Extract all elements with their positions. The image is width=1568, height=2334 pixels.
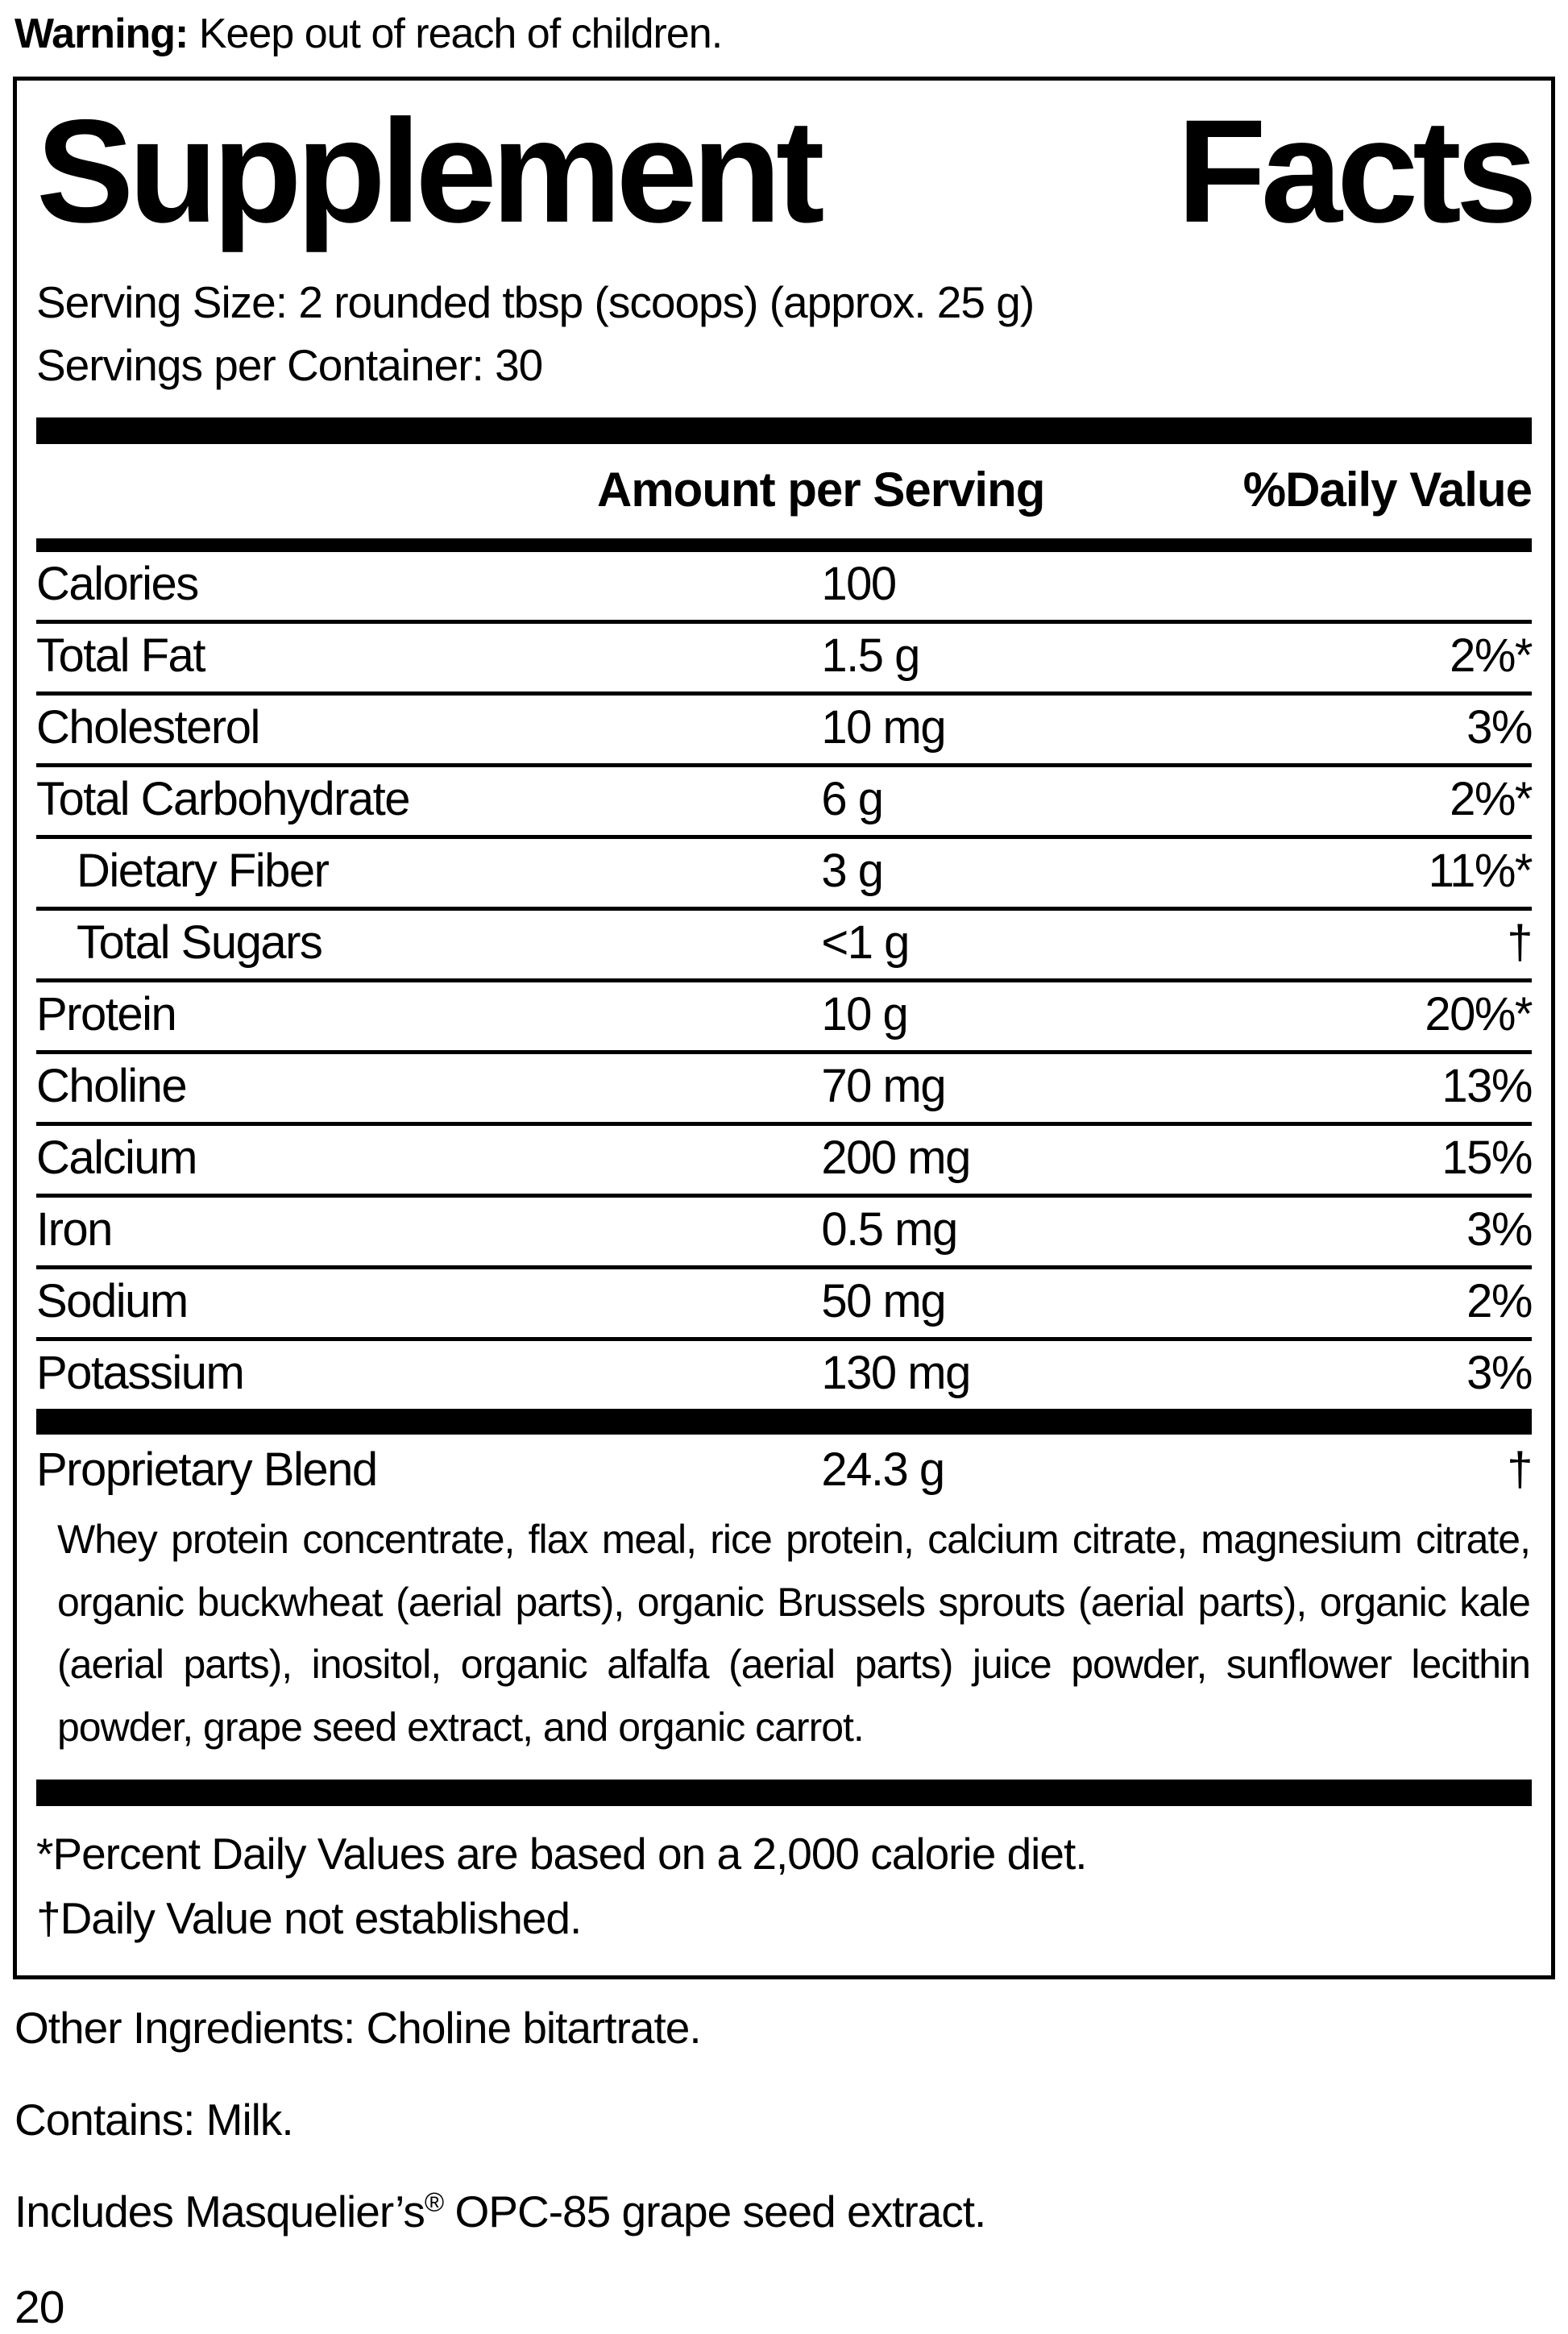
includes-suffix: OPC-85 grape seed extract.: [443, 2186, 987, 2236]
registered-trademark-symbol: ®: [424, 2187, 444, 2217]
nutrient-daily-value: 2%: [1466, 1275, 1533, 1327]
nutrient-row: Cholesterol 10 mg 3%: [36, 696, 1533, 767]
nutrient-daily-value: 15%: [1441, 1132, 1533, 1184]
nutrient-daily-value: 11%*: [1428, 845, 1533, 897]
column-header-daily-value: %Daily Value: [1242, 463, 1533, 517]
contains-line: Contains: Milk.: [15, 2094, 294, 2145]
nutrient-amount: 70 mg: [821, 1060, 946, 1112]
nutrient-row: Total Fat 1.5 g 2%*: [36, 624, 1533, 696]
divider-bar-under-header: [36, 538, 1532, 552]
servings-per-container-line: Servings per Container: 30: [36, 339, 543, 390]
nutrient-amount: 0.5 mg: [821, 1203, 958, 1256]
panel-title: Supplement Facts: [36, 89, 1537, 254]
nutrient-daily-value: 3%: [1466, 701, 1533, 754]
nutrient-amount: 50 mg: [821, 1275, 946, 1327]
below-panel-text: Other Ingredients: Choline bitartrate. C…: [13, 2002, 1555, 2334]
nutrient-label: Dietary Fiber: [77, 845, 330, 897]
nutrient-rows: Calories 100 Total Fat 1.5 g 2%* Cholesterol 1…: [36, 552, 1533, 1409]
nutrient-amount: 6 g: [821, 773, 884, 825]
nutrient-amount: 100: [821, 558, 897, 610]
nutrient-label: Total Carbohydrate: [36, 773, 411, 825]
divider-bar-thick-bottom: [36, 1780, 1532, 1806]
nutrient-daily-value: †: [1507, 916, 1533, 969]
includes-line: Includes Masquelier’s® OPC-85 grape seed…: [15, 2186, 1555, 2237]
nutrient-daily-value: 3%: [1466, 1203, 1533, 1256]
page-number: 20: [15, 2281, 64, 2333]
proprietary-blend-amount: 24.3 g: [821, 1443, 945, 1496]
nutrient-amount: 10 g: [821, 988, 908, 1040]
nutrient-amount: 200 mg: [821, 1132, 971, 1184]
nutrient-daily-value: 20%*: [1425, 988, 1533, 1040]
nutrient-label: Iron: [36, 1203, 113, 1256]
nutrient-label: Choline: [36, 1060, 188, 1112]
serving-size-line: Serving Size: 2 rounded tbsp (scoops) (a…: [36, 276, 1035, 327]
nutrient-label: Cholesterol: [36, 701, 260, 754]
nutrient-label: Sodium: [36, 1275, 189, 1327]
column-header-amount: Amount per Serving: [597, 463, 1045, 517]
nutrient-daily-value: 2%*: [1450, 773, 1533, 825]
warning-text: Keep out of reach of children.: [188, 10, 723, 57]
nutrient-daily-value: 3%: [1466, 1347, 1533, 1399]
nutrient-row: Total Sugars <1 g †: [36, 911, 1533, 982]
nutrient-label: Calories: [36, 558, 199, 610]
nutrient-row: Dietary Fiber 3 g 11%*: [36, 839, 1533, 911]
nutrient-amount: 10 mg: [821, 701, 946, 754]
serving-info: Serving Size: 2 rounded tbsp (scoops) (a…: [36, 271, 1532, 397]
nutrient-label: Potassium: [36, 1347, 245, 1399]
nutrient-label: Total Sugars: [77, 916, 323, 969]
supplement-label-page: Warning: Keep out of reach of children. …: [13, 10, 1555, 2333]
nutrient-row: Total Carbohydrate 6 g 2%*: [36, 767, 1533, 839]
proprietary-blend-daily-value: †: [1507, 1443, 1533, 1496]
warning-line: Warning: Keep out of reach of children.: [15, 10, 1555, 57]
nutrient-amount: <1 g: [821, 916, 910, 969]
warning-label: Warning:: [15, 10, 189, 57]
proprietary-blend-row: Proprietary Blend 24.3 g †: [36, 1435, 1533, 1505]
divider-bar-thick-top: [36, 417, 1532, 444]
proprietary-blend-description: Whey protein concentrate, flax meal, ric…: [57, 1517, 1531, 1750]
divider-bar-proprietary: [36, 1409, 1532, 1435]
footnote-daily-value-not-established: †Daily Value not established.: [36, 1892, 582, 1943]
nutrient-amount: 3 g: [821, 845, 884, 897]
nutrient-row: Sodium 50 mg 2%: [36, 1269, 1533, 1341]
panel-title-word-supplement: Supplement: [36, 89, 825, 254]
nutrient-row: Iron 0.5 mg 3%: [36, 1198, 1533, 1269]
nutrient-row: Potassium 130 mg 3%: [36, 1341, 1533, 1409]
supplement-facts-panel: Supplement Facts Serving Size: 2 rounded…: [13, 77, 1555, 1979]
includes-prefix: Includes Masquelier’s: [15, 2186, 425, 2236]
nutrient-row: Calcium 200 mg 15%: [36, 1126, 1533, 1198]
nutrient-daily-value: 13%: [1441, 1060, 1533, 1112]
nutrient-label: Protein: [36, 988, 177, 1040]
nutrient-row: Protein 10 g 20%*: [36, 982, 1533, 1054]
footnote-percent-daily-values: *Percent Daily Values are based on a 2,0…: [36, 1829, 1088, 1879]
other-ingredients-line: Other Ingredients: Choline bitartrate.: [15, 2002, 702, 2053]
panel-title-word-facts: Facts: [1176, 89, 1537, 254]
nutrient-row: Calories 100: [36, 552, 1532, 624]
nutrient-label: Total Fat: [36, 629, 205, 682]
nutrient-amount: 130 mg: [821, 1347, 971, 1399]
column-header-row: Amount per Serving %Daily Value: [36, 444, 1533, 538]
footnotes: *Percent Daily Values are based on a 2,0…: [36, 1806, 1532, 1975]
nutrient-label: Calcium: [36, 1132, 198, 1184]
nutrient-daily-value: 2%*: [1450, 629, 1533, 682]
proprietary-blend-label: Proprietary Blend: [36, 1443, 378, 1496]
nutrient-amount: 1.5 g: [821, 629, 920, 682]
nutrient-row: Choline 70 mg 13%: [36, 1054, 1533, 1126]
